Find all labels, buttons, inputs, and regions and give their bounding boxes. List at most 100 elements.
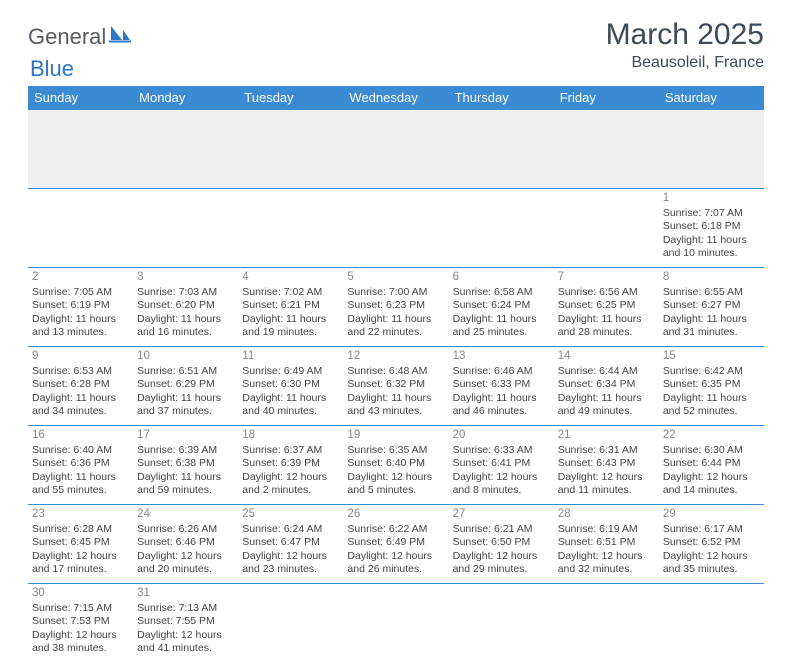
calendar-cell: 14Sunrise: 6:44 AMSunset: 6:34 PMDayligh… (554, 347, 659, 426)
calendar-row: 9Sunrise: 6:53 AMSunset: 6:28 PMDaylight… (28, 347, 764, 426)
daylight-line: Daylight: 11 hours and 49 minutes. (558, 392, 655, 419)
daylight-line: Daylight: 11 hours and 31 minutes. (663, 313, 760, 340)
sunset-line: Sunset: 6:46 PM (137, 536, 234, 549)
daylight-line: Daylight: 11 hours and 16 minutes. (137, 313, 234, 340)
sunrise-line: Sunrise: 6:37 AM (242, 444, 339, 457)
calendar-cell: 30Sunrise: 7:15 AMSunset: 7:53 PMDayligh… (28, 584, 133, 662)
daylight-line: Daylight: 11 hours and 37 minutes. (137, 392, 234, 419)
calendar-cell: 12Sunrise: 6:48 AMSunset: 6:32 PMDayligh… (343, 347, 448, 426)
calendar-cell (238, 189, 343, 268)
sunset-line: Sunset: 6:43 PM (558, 457, 655, 470)
sunrise-line: Sunrise: 6:28 AM (32, 523, 129, 536)
sunset-line: Sunset: 6:44 PM (663, 457, 760, 470)
day-number: 12 (347, 349, 444, 364)
sunset-line: Sunset: 6:27 PM (663, 299, 760, 312)
calendar-cell (659, 584, 764, 662)
daylight-line: Daylight: 12 hours and 38 minutes. (32, 629, 129, 656)
sunset-line: Sunset: 6:47 PM (242, 536, 339, 549)
sunrise-line: Sunrise: 6:55 AM (663, 286, 760, 299)
daylight-line: Daylight: 12 hours and 23 minutes. (242, 550, 339, 577)
spacer-row (28, 110, 764, 189)
calendar-table: SundayMondayTuesdayWednesdayThursdayFrid… (28, 86, 764, 662)
sunrise-line: Sunrise: 7:15 AM (32, 602, 129, 615)
sunrise-line: Sunrise: 6:58 AM (453, 286, 550, 299)
calendar-cell: 4Sunrise: 7:02 AMSunset: 6:21 PMDaylight… (238, 268, 343, 347)
sunset-line: Sunset: 7:53 PM (32, 615, 129, 628)
daylight-line: Daylight: 12 hours and 32 minutes. (558, 550, 655, 577)
calendar-cell: 26Sunrise: 6:22 AMSunset: 6:49 PMDayligh… (343, 505, 448, 584)
weekday-header: Saturday (659, 86, 764, 110)
calendar-cell: 7Sunrise: 6:56 AMSunset: 6:25 PMDaylight… (554, 268, 659, 347)
sunrise-line: Sunrise: 6:19 AM (558, 523, 655, 536)
daylight-line: Daylight: 11 hours and 25 minutes. (453, 313, 550, 340)
sunset-line: Sunset: 6:25 PM (558, 299, 655, 312)
logo-sail-icon (109, 25, 131, 48)
calendar-row: 16Sunrise: 6:40 AMSunset: 6:36 PMDayligh… (28, 426, 764, 505)
day-number: 26 (347, 507, 444, 522)
day-number: 23 (32, 507, 129, 522)
day-number: 3 (137, 270, 234, 285)
weekday-header: Tuesday (238, 86, 343, 110)
day-number: 27 (453, 507, 550, 522)
weekday-header: Sunday (28, 86, 133, 110)
weekday-header: Friday (554, 86, 659, 110)
sunrise-line: Sunrise: 6:35 AM (347, 444, 444, 457)
location-label: Beausoleil, France (606, 54, 764, 72)
sunrise-line: Sunrise: 7:13 AM (137, 602, 234, 615)
logo-text-general: General (28, 24, 106, 50)
day-number: 6 (453, 270, 550, 285)
day-number: 14 (558, 349, 655, 364)
daylight-line: Daylight: 11 hours and 19 minutes. (242, 313, 339, 340)
sunset-line: Sunset: 6:41 PM (453, 457, 550, 470)
calendar-row: 30Sunrise: 7:15 AMSunset: 7:53 PMDayligh… (28, 584, 764, 662)
logo-text-blue: Blue (30, 56, 74, 81)
day-number: 1 (663, 191, 760, 206)
sunset-line: Sunset: 6:51 PM (558, 536, 655, 549)
daylight-line: Daylight: 12 hours and 11 minutes. (558, 471, 655, 498)
sunset-line: Sunset: 6:24 PM (453, 299, 550, 312)
sunrise-line: Sunrise: 6:26 AM (137, 523, 234, 536)
month-title: March 2025 (606, 18, 764, 52)
daylight-line: Daylight: 12 hours and 14 minutes. (663, 471, 760, 498)
calendar-cell (554, 584, 659, 662)
day-number: 30 (32, 586, 129, 601)
day-number: 18 (242, 428, 339, 443)
day-number: 28 (558, 507, 655, 522)
daylight-line: Daylight: 11 hours and 43 minutes. (347, 392, 444, 419)
calendar-cell: 17Sunrise: 6:39 AMSunset: 6:38 PMDayligh… (133, 426, 238, 505)
calendar-cell (343, 584, 448, 662)
daylight-line: Daylight: 12 hours and 5 minutes. (347, 471, 444, 498)
day-number: 16 (32, 428, 129, 443)
weekday-header: Thursday (449, 86, 554, 110)
daylight-line: Daylight: 12 hours and 29 minutes. (453, 550, 550, 577)
day-number: 21 (558, 428, 655, 443)
day-number: 22 (663, 428, 760, 443)
sunrise-line: Sunrise: 7:05 AM (32, 286, 129, 299)
calendar-cell (238, 584, 343, 662)
daylight-line: Daylight: 11 hours and 40 minutes. (242, 392, 339, 419)
calendar-cell: 15Sunrise: 6:42 AMSunset: 6:35 PMDayligh… (659, 347, 764, 426)
weekday-header: Monday (133, 86, 238, 110)
calendar-row: 1Sunrise: 7:07 AMSunset: 6:18 PMDaylight… (28, 189, 764, 268)
sunset-line: Sunset: 6:35 PM (663, 378, 760, 391)
sunset-line: Sunset: 7:55 PM (137, 615, 234, 628)
daylight-line: Daylight: 12 hours and 41 minutes. (137, 629, 234, 656)
calendar-cell: 3Sunrise: 7:03 AMSunset: 6:20 PMDaylight… (133, 268, 238, 347)
sunset-line: Sunset: 6:29 PM (137, 378, 234, 391)
sunset-line: Sunset: 6:20 PM (137, 299, 234, 312)
calendar-cell: 11Sunrise: 6:49 AMSunset: 6:30 PMDayligh… (238, 347, 343, 426)
day-number: 8 (663, 270, 760, 285)
calendar-cell: 29Sunrise: 6:17 AMSunset: 6:52 PMDayligh… (659, 505, 764, 584)
calendar-cell: 6Sunrise: 6:58 AMSunset: 6:24 PMDaylight… (449, 268, 554, 347)
day-number: 4 (242, 270, 339, 285)
sunset-line: Sunset: 6:50 PM (453, 536, 550, 549)
daylight-line: Daylight: 11 hours and 10 minutes. (663, 234, 760, 261)
sunrise-line: Sunrise: 6:33 AM (453, 444, 550, 457)
sunrise-line: Sunrise: 6:31 AM (558, 444, 655, 457)
sunset-line: Sunset: 6:40 PM (347, 457, 444, 470)
calendar-cell (28, 189, 133, 268)
daylight-line: Daylight: 12 hours and 17 minutes. (32, 550, 129, 577)
sunrise-line: Sunrise: 6:51 AM (137, 365, 234, 378)
calendar-cell: 10Sunrise: 6:51 AMSunset: 6:29 PMDayligh… (133, 347, 238, 426)
day-number: 17 (137, 428, 234, 443)
